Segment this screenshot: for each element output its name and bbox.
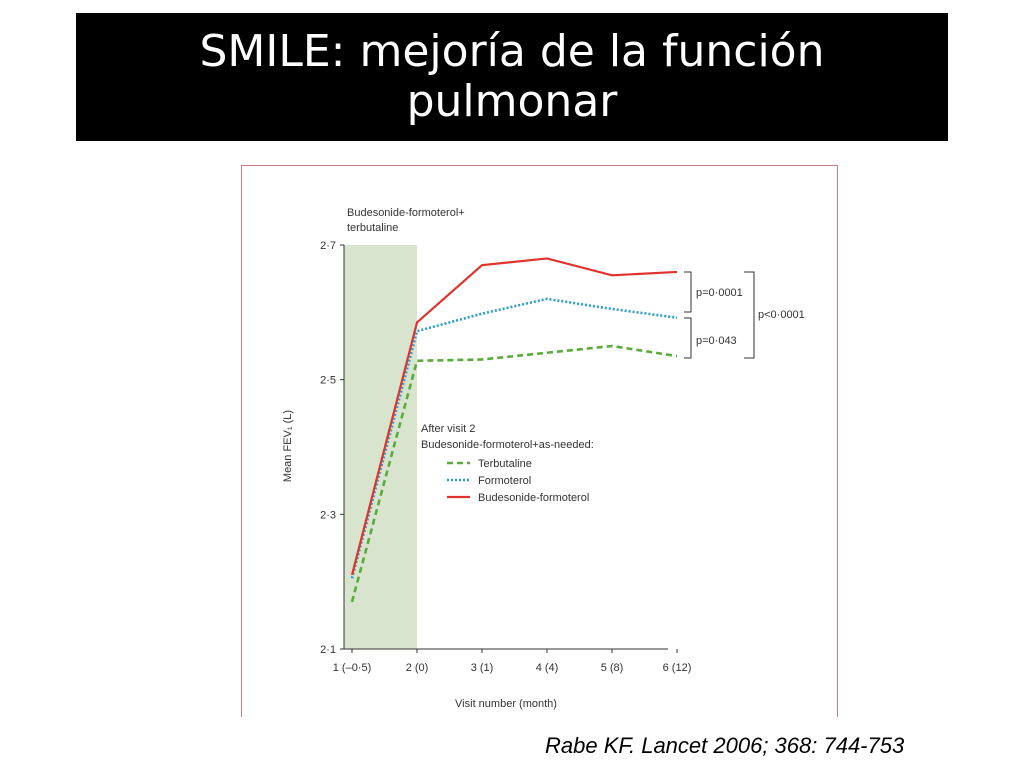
bracket-upper: [684, 271, 692, 313]
p-value-overall: p<0·0001: [758, 309, 805, 321]
y-tick-label: 2·5: [320, 375, 336, 387]
p-value-lower: p=0·043: [696, 335, 737, 347]
run-in-label-line-1: Budesonide-formoterol+: [347, 207, 465, 219]
series-line-budesonide-formoterol: [350, 257, 678, 576]
x-axis-ticks: 1 (–0·5) 2 (0) 3 (1) 4 (4) 5 (8) 6 (12): [333, 649, 692, 674]
y-axis-ticks: 2·1 2·3 2·5 2·7: [320, 240, 344, 656]
x-tick-label: 2 (0): [406, 662, 429, 674]
slide-title-line-2: pulmonar: [406, 76, 618, 127]
x-tick-label: 1 (–0·5): [333, 662, 372, 674]
x-tick-label: 6 (12): [663, 662, 692, 674]
y-tick-label: 2·1: [320, 644, 336, 656]
y-axis-label: Mean FEV₁ (L): [282, 410, 294, 482]
y-tick-label: 2·7: [320, 240, 336, 252]
slide-title-line-1: SMILE: mejoría de la función: [199, 26, 825, 77]
legend: Terbutaline Formoterol Budesonide-formoter…: [447, 458, 589, 504]
legend-entry-label: Budesonide-formoterol: [478, 492, 589, 504]
p-value-upper: p=0·0001: [696, 287, 743, 299]
chart-frame: Budesonide-formoterol+ terbutaline 2·1 2·…: [241, 165, 838, 717]
legend-entry-label: Terbutaline: [478, 458, 532, 470]
x-tick-label: 3 (1): [471, 662, 494, 674]
run-in-label-line-2: terbutaline: [347, 222, 398, 234]
legend-title-line-1: After visit 2: [421, 423, 475, 435]
legend-title-line-2: Budesonide-formoterol+as-needed:: [421, 439, 594, 451]
series-line-formoterol: [350, 297, 678, 579]
fev1-line-chart: Budesonide-formoterol+ terbutaline 2·12·…: [282, 207, 805, 710]
y-tick-label: 2·3: [320, 509, 336, 521]
series-layer: [350, 257, 678, 603]
slide-title: SMILE: mejoría de la función pulmonar: [76, 13, 948, 141]
bracket-overall: [744, 271, 755, 359]
x-axis-label: Visit number (month): [455, 698, 557, 710]
x-tick-label: 4 (4): [536, 662, 559, 674]
legend-entry-label: Formoterol: [478, 475, 531, 487]
citation: Rabe KF. Lancet 2006; 368: 744-753: [545, 733, 905, 758]
bracket-lower: [684, 317, 692, 359]
x-tick-label: 5 (8): [601, 662, 624, 674]
